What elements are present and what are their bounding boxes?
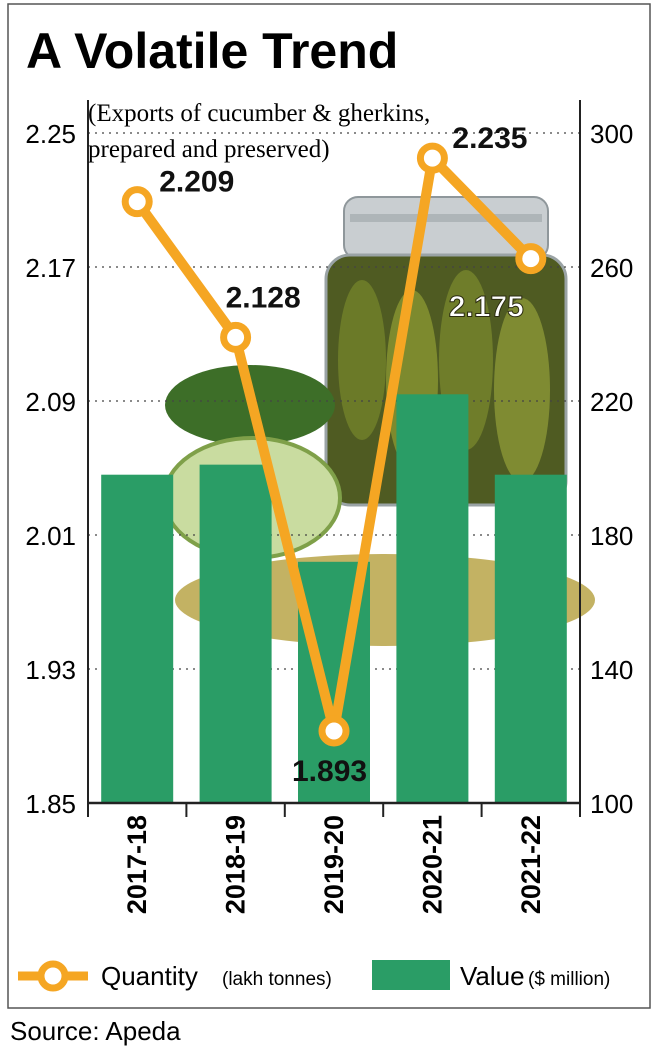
x-tick-label: 2019-20 xyxy=(319,815,349,914)
y-right-tick-label: 300 xyxy=(590,119,633,149)
quantity-data-label: 2.209 xyxy=(159,166,234,199)
x-tick-label: 2021-22 xyxy=(516,815,546,914)
quantity-data-label: 1.893 xyxy=(292,755,367,788)
legend: Quantity (lakh tonnes) Value ($ million) xyxy=(18,960,610,992)
legend-quantity-label: Quantity xyxy=(101,961,198,991)
x-tick-label: 2018-19 xyxy=(221,815,251,914)
quantity-marker xyxy=(121,186,153,218)
value-bar xyxy=(199,464,272,803)
legend-value-label: Value xyxy=(460,961,525,991)
x-tick-label: 2020-21 xyxy=(417,815,447,914)
y-left-tick-label: 2.25 xyxy=(25,119,76,149)
quantity-marker xyxy=(515,243,547,275)
y-left-tick-label: 1.93 xyxy=(25,655,76,685)
value-bar xyxy=(101,474,174,803)
x-tick-label: 2017-18 xyxy=(122,815,152,914)
chart-subtitle-line-2: prepared and preserved) xyxy=(88,136,330,163)
y-left-tick-label: 2.01 xyxy=(25,521,76,551)
line-series: 2.209 2.128 1.893 2.235 2.175 xyxy=(121,122,547,788)
legend-quantity-marker xyxy=(37,960,69,992)
value-bar xyxy=(396,394,469,803)
quantity-marker xyxy=(220,321,252,353)
quantity-data-label: 2.128 xyxy=(226,281,301,314)
dill-bunch xyxy=(175,554,595,646)
chart-title: A Volatile Trend xyxy=(26,23,398,79)
pickle-1 xyxy=(338,280,386,440)
y-right-tick-label: 100 xyxy=(590,789,633,819)
legend-quantity-unit: (lakh tonnes) xyxy=(222,969,332,990)
jar-lid-band xyxy=(350,214,542,222)
quantity-data-label: 2.235 xyxy=(452,122,527,155)
source-note: Source: Apeda xyxy=(10,1016,181,1046)
y-right-tick-label: 220 xyxy=(590,387,633,417)
y-left-tick-label: 2.09 xyxy=(25,387,76,417)
y-right-tick-label: 140 xyxy=(590,655,633,685)
value-bar xyxy=(494,474,567,803)
y-right-tick-label: 260 xyxy=(590,253,633,283)
y-left-tick-label: 2.17 xyxy=(25,253,76,283)
y-right-tick-label: 180 xyxy=(590,521,633,551)
axes: 2.25 300 2.17 260 2.09 220 2.01 180 1.93 140 1.85 1… xyxy=(25,100,633,914)
legend-value-unit: ($ million) xyxy=(528,969,610,990)
y-left-tick-label: 1.85 xyxy=(25,789,76,819)
legend-value-swatch xyxy=(372,960,450,990)
chart-subtitle-line-1: (Exports of cucumber & gherkins, xyxy=(88,100,430,127)
quantity-data-label: 2.175 xyxy=(449,291,524,324)
quantity-marker xyxy=(416,142,448,174)
quantity-marker xyxy=(318,715,350,747)
pickle-4 xyxy=(494,298,550,482)
